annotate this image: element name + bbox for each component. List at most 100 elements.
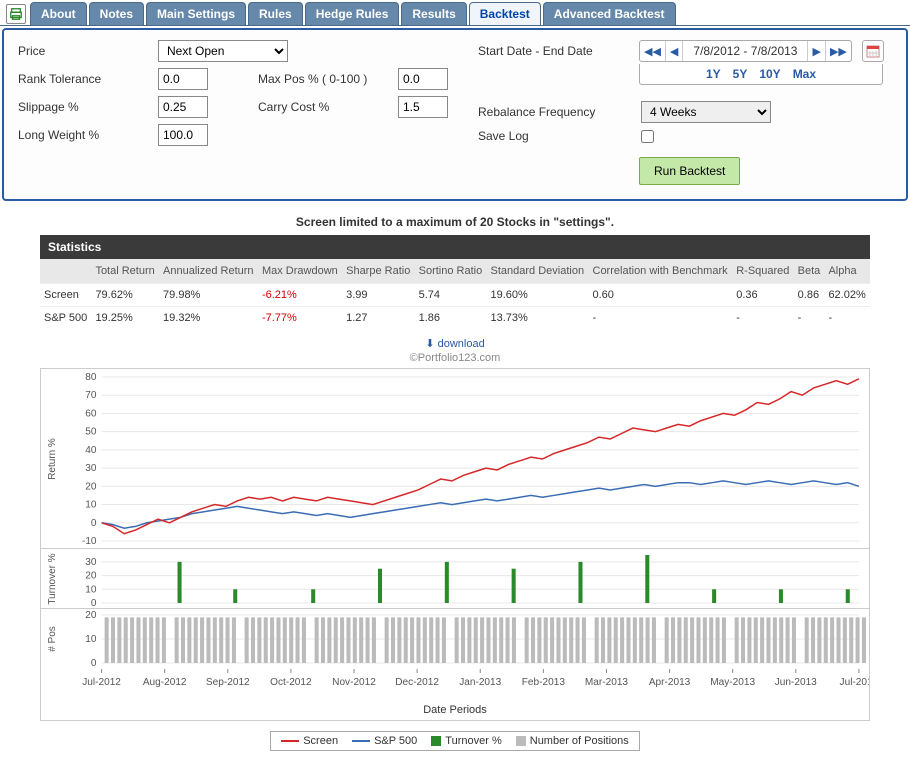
date-range-value: 7/8/2012 - 7/8/2013 [683,41,808,61]
svg-text:30: 30 [85,557,97,568]
turnover-chart: 0 10 20 30 Turnover % [41,549,869,609]
legend-item: Number of Positions [516,735,629,747]
svg-text:Apr-2013: Apr-2013 [649,677,691,688]
svg-text:Aug-2012: Aug-2012 [143,677,187,688]
svg-text:Nov-2012: Nov-2012 [332,677,376,688]
legend-item: Screen [281,735,338,747]
stats-col: R-Squared [732,259,793,284]
save-log-label: Save Log [478,129,633,143]
long-weight-label: Long Weight % [18,128,158,142]
download-icon: ⬇ [425,338,434,350]
max-pos-label: Max Pos % ( 0-100 ) [258,72,398,86]
legend-item: S&P 500 [352,735,417,747]
stats-col: Alpha [824,259,870,284]
svg-text:20: 20 [85,610,97,621]
chart-container: -1001020304050607080Return % 0102030Turn… [40,368,870,721]
svg-text:80: 80 [85,372,97,383]
return-chart: -1001020304050607080Return % [41,369,869,549]
svg-text:Turnover %: Turnover % [47,553,58,604]
x-axis-label: Date Periods [41,700,869,720]
svg-text:0: 0 [91,598,97,609]
print-icon[interactable] [6,4,26,24]
backtest-panel: Price Next Open Rank Tolerance Max Pos %… [2,28,908,201]
tab-about[interactable]: About [30,2,87,25]
svg-text:Mar-2013: Mar-2013 [585,677,629,688]
svg-text:10: 10 [85,584,97,595]
table-row: Screen79.62%79.98%-6.21%3.995.7419.60%0.… [40,284,870,307]
svg-text:40: 40 [85,445,97,456]
price-label: Price [18,44,158,58]
svg-text:Jun-2013: Jun-2013 [775,677,817,688]
max-pos-input[interactable] [398,68,448,90]
calendar-icon[interactable] [862,40,884,62]
svg-text:Sep-2012: Sep-2012 [206,677,250,688]
date-shortcut-max[interactable]: Max [793,67,816,81]
svg-text:50: 50 [85,427,97,438]
download-link[interactable]: download [438,338,485,350]
rebalance-label: Rebalance Frequency [478,105,633,119]
svg-text:Return %: Return % [47,438,58,480]
stats-col: Correlation with Benchmark [589,259,733,284]
tab-backtest[interactable]: Backtest [469,2,541,25]
date-next-icon[interactable]: ▶ [808,41,825,61]
tab-rules[interactable]: Rules [248,2,303,25]
date-shortcut-5y[interactable]: 5Y [733,67,748,81]
date-shortcut-10y[interactable]: 10Y [759,67,780,81]
positions-chart: 01020# Pos [41,609,869,669]
stats-col: Beta [794,259,825,284]
statistics-table: Total ReturnAnnualized ReturnMax Drawdow… [40,259,870,329]
slippage-input[interactable] [158,96,208,118]
date-nav: ◀◀ ◀ 7/8/2012 - 7/8/2013 ▶ ▶▶ [639,40,852,62]
stats-col [40,259,91,284]
rank-tolerance-label: Rank Tolerance [18,72,158,86]
svg-text:10: 10 [85,500,97,511]
svg-text:10: 10 [85,634,97,645]
svg-text:60: 60 [85,408,97,419]
date-prev-icon[interactable]: ◀ [666,41,683,61]
svg-text:# Pos: # Pos [47,626,58,652]
svg-text:Jul-2013: Jul-2013 [840,677,869,688]
legend-item: Turnover % [431,735,501,747]
price-select[interactable]: Next Open [158,40,288,62]
svg-text:Oct-2012: Oct-2012 [270,677,312,688]
slippage-label: Slippage % [18,100,158,114]
date-shortcut-1y[interactable]: 1Y [706,67,721,81]
tab-hedge-rules[interactable]: Hedge Rules [305,2,400,25]
carry-cost-label: Carry Cost % [258,100,398,114]
long-weight-input[interactable] [158,124,208,146]
svg-text:70: 70 [85,390,97,401]
svg-text:20: 20 [85,571,97,582]
limit-notice: Screen limited to a maximum of 20 Stocks… [0,215,910,229]
run-backtest-button[interactable]: Run Backtest [639,157,740,185]
date-shortcuts: 1Y 5Y 10Y Max [639,64,883,85]
tab-advanced-backtest[interactable]: Advanced Backtest [543,2,676,25]
x-axis: Jul-2012 Aug-2012 Sep-2012 Oct-2012 Nov-2012… [41,669,869,697]
rebalance-select[interactable]: 4 Weeks [641,101,771,123]
svg-text:Jul-2012: Jul-2012 [82,677,121,688]
save-log-checkbox[interactable] [641,130,654,143]
stats-col: Sortino Ratio [415,259,487,284]
tab-main-settings[interactable]: Main Settings [146,2,246,25]
svg-text:0: 0 [91,518,97,529]
date-prev-fast-icon[interactable]: ◀◀ [640,41,666,61]
svg-text:Jan-2013: Jan-2013 [459,677,501,688]
tab-results[interactable]: Results [401,2,466,25]
copyright-text: ©Portfolio123.com [0,352,910,364]
stats-col: Sharpe Ratio [342,259,415,284]
statistics-section: Statistics Total ReturnAnnualized Return… [40,235,870,329]
rank-tolerance-input[interactable] [158,68,208,90]
svg-text:30: 30 [85,463,97,474]
stats-col: Standard Deviation [487,259,589,284]
svg-text:Feb-2013: Feb-2013 [522,677,566,688]
svg-text:May-2013: May-2013 [710,677,755,688]
svg-text:20: 20 [85,481,97,492]
stats-col: Max Drawdown [258,259,342,284]
table-row: S&P 50019.25%19.32%-7.77%1.271.8613.73%-… [40,307,870,330]
stats-col: Annualized Return [159,259,258,284]
tab-notes[interactable]: Notes [89,2,144,25]
chart-legend: Screen S&P 500 Turnover % Number of Positio… [270,731,640,751]
date-next-fast-icon[interactable]: ▶▶ [826,41,851,61]
stats-col: Total Return [91,259,159,284]
download-row: ⬇ download [0,337,910,350]
carry-cost-input[interactable] [398,96,448,118]
